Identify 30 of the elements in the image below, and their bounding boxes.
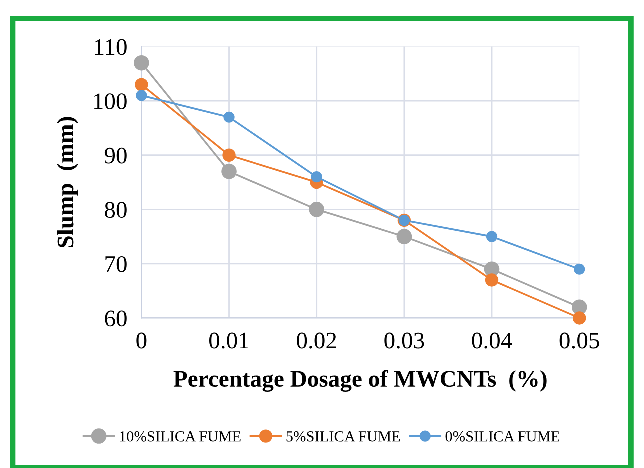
point	[134, 55, 150, 71]
y-tick-label: 110	[95, 39, 127, 56]
x-tick-label: 0.04	[472, 332, 512, 349]
x-tick-label: 0.05	[560, 332, 600, 349]
point	[135, 78, 148, 92]
x-axis-title: Percentage Dosage of MWCNTs (%)	[174, 370, 547, 392]
y-tick-label: 70	[106, 256, 127, 272]
point	[573, 312, 586, 325]
legend-label: 0%SILICA FUME	[446, 431, 560, 442]
point	[311, 172, 322, 183]
legend-label: 10%SILICA FUME	[120, 431, 241, 442]
y-tick-label: 100	[94, 94, 127, 110]
point	[222, 148, 236, 162]
point	[136, 90, 148, 102]
y-tick-label: 90	[104, 148, 127, 164]
x-tick-label: 0	[136, 332, 147, 349]
y-tick-label: 60	[105, 310, 127, 327]
x-tick-label: 0.01	[210, 332, 249, 349]
point	[309, 202, 324, 218]
legend-label: 5%SILICA FUME	[286, 431, 400, 442]
y-axis-title: Slump (mm)	[57, 117, 78, 248]
point	[396, 229, 412, 244]
point	[224, 112, 235, 123]
x-tick-label: 0.03	[384, 332, 424, 349]
point	[222, 164, 237, 180]
x-tick-label: 0.02	[297, 332, 336, 349]
point	[485, 274, 499, 287]
y-tick-label: 80	[105, 202, 127, 218]
point	[574, 264, 586, 275]
point	[486, 231, 498, 242]
